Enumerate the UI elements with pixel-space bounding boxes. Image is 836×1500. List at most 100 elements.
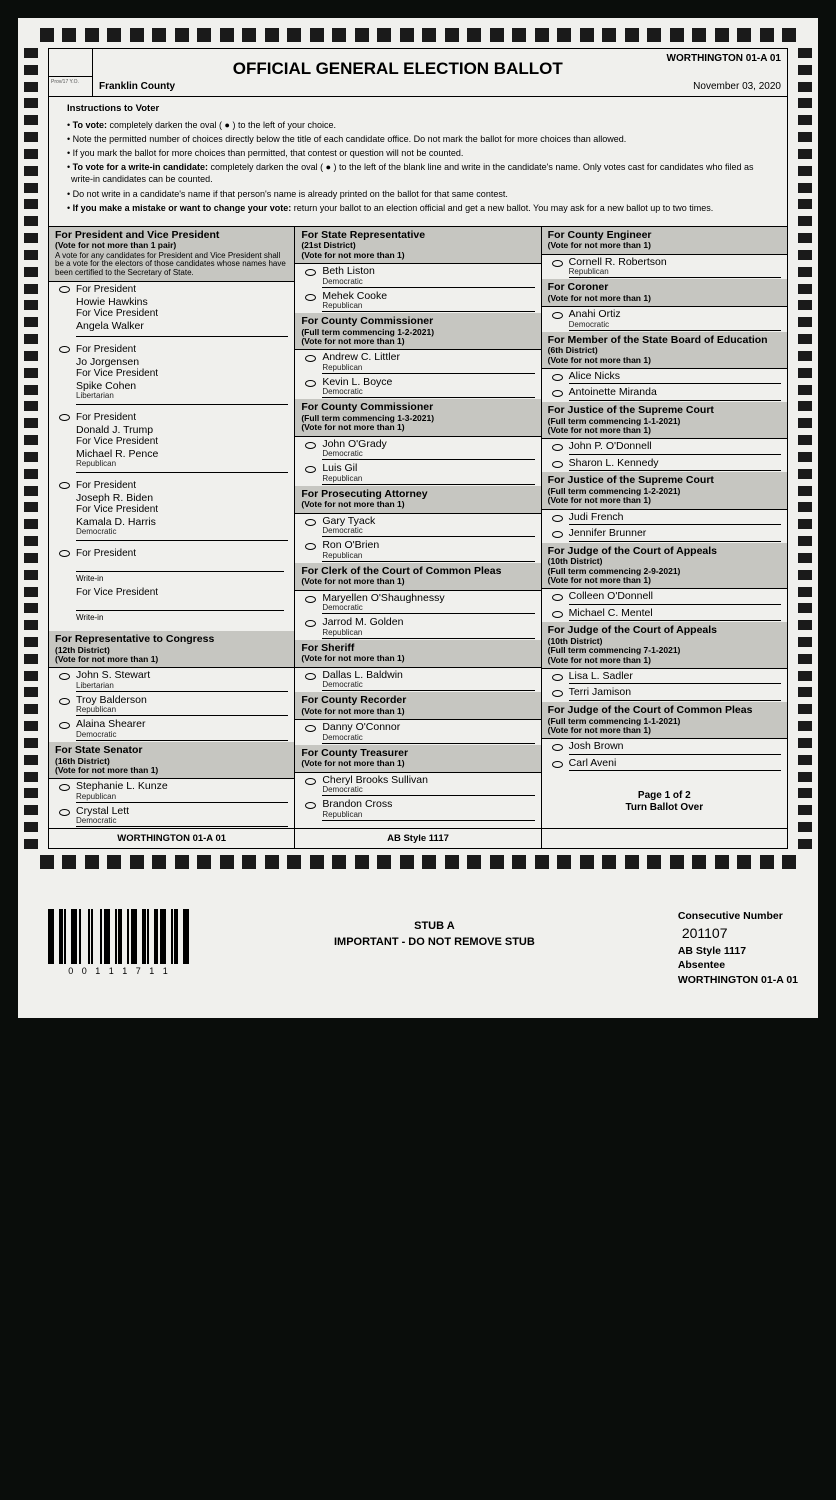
vote-oval[interactable] bbox=[59, 809, 70, 816]
vote-oval[interactable] bbox=[552, 744, 563, 751]
contest-header: For Judge of the Court of Common Pleas(F… bbox=[542, 702, 787, 739]
candidate-row[interactable]: Sharon L. Kennedy bbox=[542, 456, 787, 473]
candidate-row[interactable]: Lisa L. Sadler bbox=[542, 669, 787, 686]
vote-oval[interactable] bbox=[552, 690, 563, 697]
vote-oval[interactable] bbox=[552, 461, 563, 468]
candidate-row[interactable]: John O'GradyDemocratic bbox=[295, 437, 540, 462]
contest-header: For Judge of the Court of Appeals(10th D… bbox=[542, 543, 787, 590]
barcode-number: 0 0 1 1 1 7 1 1 bbox=[68, 966, 171, 976]
candidate-row[interactable]: Cornell R. RobertsonRepublican bbox=[542, 255, 787, 280]
vote-oval[interactable] bbox=[552, 444, 563, 451]
contest-columns: For President and Vice President(Vote fo… bbox=[49, 227, 787, 829]
vote-oval[interactable] bbox=[59, 346, 70, 353]
vote-oval[interactable] bbox=[305, 294, 316, 301]
candidate-row[interactable]: Brandon CrossRepublican bbox=[295, 797, 540, 822]
vote-oval[interactable] bbox=[59, 414, 70, 421]
vote-oval[interactable] bbox=[59, 673, 70, 680]
contest-header: For Representative to Congress(12th Dist… bbox=[49, 631, 294, 668]
vote-oval[interactable] bbox=[552, 674, 563, 681]
vote-oval[interactable] bbox=[305, 466, 316, 473]
election-date: November 03, 2020 bbox=[693, 81, 781, 92]
president-ticket[interactable]: For PresidentHowie HawkinsFor Vice Presi… bbox=[49, 282, 294, 342]
barcode: 0 0 1 1 1 7 1 1 bbox=[48, 909, 191, 976]
vote-oval[interactable] bbox=[552, 531, 563, 538]
president-ticket[interactable]: For PresidentJoseph R. BidenFor Vice Pre… bbox=[49, 478, 294, 546]
candidate-row[interactable]: Jarrod M. GoldenRepublican bbox=[295, 615, 540, 640]
instructions-block: Instructions to Voter • To vote: complet… bbox=[49, 97, 787, 227]
candidate-row[interactable]: Maryellen O'ShaughnessyDemocratic bbox=[295, 591, 540, 616]
vote-oval[interactable] bbox=[59, 550, 70, 557]
contest-header: For County Engineer(Vote for not more th… bbox=[542, 227, 787, 255]
candidate-row[interactable]: Mehek CookeRepublican bbox=[295, 289, 540, 314]
vote-oval[interactable] bbox=[552, 515, 563, 522]
contest-header: For State Senator(16th District)(Vote fo… bbox=[49, 742, 294, 779]
candidate-row[interactable]: Michael C. Mentel bbox=[542, 606, 787, 623]
ballot-header: Prov/17 Y.O. OFFICIAL GENERAL ELECTION B… bbox=[49, 49, 787, 97]
vote-oval[interactable] bbox=[552, 374, 563, 381]
contest-header: For Coroner(Vote for not more than 1) bbox=[542, 279, 787, 307]
instructions-title: Instructions to Voter bbox=[67, 103, 777, 116]
candidate-row[interactable]: Terri Jamison bbox=[542, 685, 787, 702]
vote-oval[interactable] bbox=[305, 519, 316, 526]
vote-oval[interactable] bbox=[59, 698, 70, 705]
president-writein[interactable]: For PresidentWrite-inFor Vice PresidentW… bbox=[49, 546, 294, 631]
candidate-row[interactable]: Danny O'ConnorDemocratic bbox=[295, 720, 540, 745]
candidate-row[interactable]: Stephanie L. KunzeRepublican bbox=[49, 779, 294, 804]
vote-oval[interactable] bbox=[305, 543, 316, 550]
vote-oval[interactable] bbox=[305, 620, 316, 627]
candidate-row[interactable]: Josh Brown bbox=[542, 739, 787, 756]
contest-header: For County Treasurer(Vote for not more t… bbox=[295, 745, 540, 773]
candidate-row[interactable]: Troy BaldersonRepublican bbox=[49, 693, 294, 718]
precinct-label: WORTHINGTON 01-A 01 bbox=[667, 53, 781, 64]
column-2: For State Representative(21st District)(… bbox=[295, 227, 541, 828]
candidate-row[interactable]: Beth ListonDemocratic bbox=[295, 264, 540, 289]
candidate-row[interactable]: Anahi OrtizDemocratic bbox=[542, 307, 787, 332]
candidate-row[interactable]: Alice Nicks bbox=[542, 369, 787, 386]
candidate-row[interactable]: Judi French bbox=[542, 510, 787, 527]
instruction-line: • Do not write in a candidate's name if … bbox=[67, 188, 777, 200]
president-ticket[interactable]: For PresidentDonald J. TrumpFor Vice Pre… bbox=[49, 410, 294, 478]
vote-oval[interactable] bbox=[552, 312, 563, 319]
instruction-line: • If you make a mistake or want to chang… bbox=[67, 202, 777, 214]
candidate-row[interactable]: Andrew C. LittlerRepublican bbox=[295, 350, 540, 375]
president-header: For President and Vice President(Vote fo… bbox=[49, 227, 294, 282]
vote-oval[interactable] bbox=[305, 802, 316, 809]
vote-oval[interactable] bbox=[59, 722, 70, 729]
candidate-row[interactable]: Alaina ShearerDemocratic bbox=[49, 717, 294, 742]
ballot-title: OFFICIAL GENERAL ELECTION BALLOT bbox=[129, 53, 667, 79]
candidate-row[interactable]: John P. O'Donnell bbox=[542, 439, 787, 456]
candidate-row[interactable]: Jennifer Brunner bbox=[542, 526, 787, 543]
candidate-row[interactable]: Kevin L. BoyceDemocratic bbox=[295, 375, 540, 400]
vote-oval[interactable] bbox=[552, 594, 563, 601]
footer-precinct: WORTHINGTON 01-A 01 bbox=[49, 829, 295, 848]
candidate-row[interactable]: Dallas L. BaldwinDemocratic bbox=[295, 668, 540, 693]
candidate-row[interactable]: Carl Aveni bbox=[542, 756, 787, 773]
candidate-row[interactable]: Crystal LettDemocratic bbox=[49, 804, 294, 829]
vote-oval[interactable] bbox=[305, 596, 316, 603]
candidate-row[interactable]: Ron O'BrienRepublican bbox=[295, 538, 540, 563]
vote-oval[interactable] bbox=[305, 442, 316, 449]
candidate-row[interactable]: Cheryl Brooks SullivanDemocratic bbox=[295, 773, 540, 798]
vote-oval[interactable] bbox=[59, 286, 70, 293]
vote-oval[interactable] bbox=[59, 784, 70, 791]
vote-oval[interactable] bbox=[305, 673, 316, 680]
candidate-row[interactable]: Luis GilRepublican bbox=[295, 461, 540, 486]
contest-header: For State Representative(21st District)(… bbox=[295, 227, 540, 264]
vote-oval[interactable] bbox=[59, 482, 70, 489]
candidate-row[interactable]: Gary TyackDemocratic bbox=[295, 514, 540, 539]
candidate-row[interactable]: John S. StewartLibertarian bbox=[49, 668, 294, 693]
vote-oval[interactable] bbox=[305, 725, 316, 732]
vote-oval[interactable] bbox=[552, 390, 563, 397]
vote-oval[interactable] bbox=[305, 778, 316, 785]
vote-oval[interactable] bbox=[552, 611, 563, 618]
vote-oval[interactable] bbox=[305, 355, 316, 362]
candidate-row[interactable]: Colleen O'Donnell bbox=[542, 589, 787, 606]
vote-oval[interactable] bbox=[552, 761, 563, 768]
contest-header: For Clerk of the Court of Common Pleas(V… bbox=[295, 563, 540, 591]
president-ticket[interactable]: For PresidentJo JorgensenFor Vice Presid… bbox=[49, 342, 294, 410]
ballot-frame: Prov/17 Y.O. OFFICIAL GENERAL ELECTION B… bbox=[48, 48, 788, 849]
vote-oval[interactable] bbox=[552, 260, 563, 267]
candidate-row[interactable]: Antoinette Miranda bbox=[542, 385, 787, 402]
vote-oval[interactable] bbox=[305, 269, 316, 276]
vote-oval[interactable] bbox=[305, 380, 316, 387]
